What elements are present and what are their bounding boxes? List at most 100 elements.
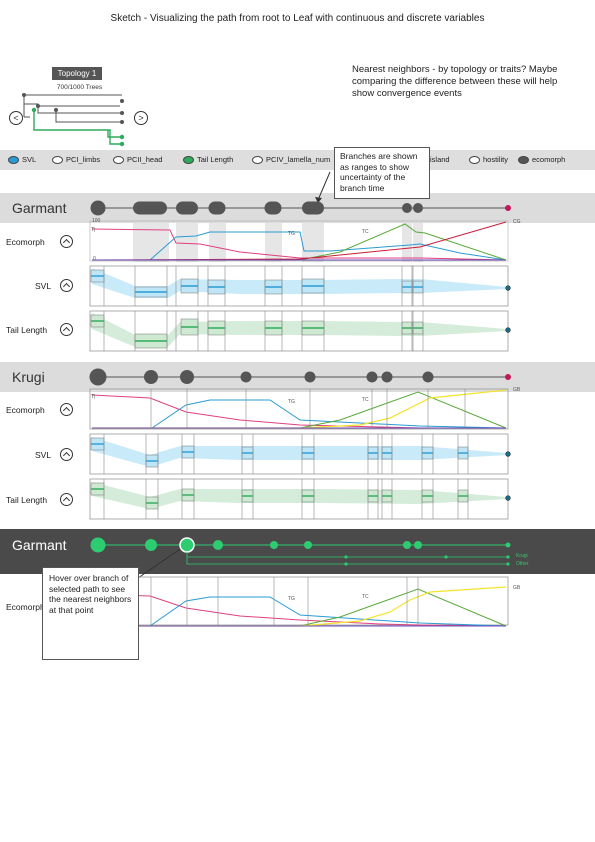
branch-node bbox=[90, 537, 106, 553]
trait-toggle-pciv-lamella-num[interactable]: PCIV_lamella_num bbox=[252, 153, 330, 167]
topology-tree-count: 700/1000 Trees bbox=[56, 84, 103, 91]
toggle-circle-icon bbox=[183, 156, 194, 164]
tree-node bbox=[36, 104, 40, 108]
expand-toggle-icon[interactable] bbox=[60, 448, 73, 461]
ecomorph-tg-label: TG bbox=[288, 399, 295, 405]
branch-node bbox=[366, 371, 378, 383]
trait-toggle-pcii-head[interactable]: PCII_head bbox=[113, 153, 162, 167]
leaf-value-dot bbox=[505, 451, 511, 457]
trait-label: PCIV_lamella_num bbox=[266, 155, 331, 164]
axis-max-label: 100 bbox=[92, 218, 101, 224]
branch-node bbox=[403, 541, 411, 549]
branch-node bbox=[422, 371, 434, 383]
leaf-node bbox=[505, 205, 511, 211]
row-label-svl: SVL bbox=[35, 281, 52, 291]
branch-node bbox=[89, 368, 107, 386]
tree-node bbox=[120, 120, 124, 124]
trait-label: PCII_head bbox=[127, 155, 163, 164]
tree-node-selected bbox=[31, 107, 37, 113]
chevron-left-icon[interactable]: < bbox=[9, 111, 23, 125]
neighbor-paths bbox=[186, 552, 508, 565]
branch-node bbox=[145, 539, 157, 551]
track-frame bbox=[89, 388, 509, 430]
row-label-tail-length: Tail Length bbox=[6, 325, 48, 335]
neighbor-node bbox=[506, 562, 510, 566]
branch-node bbox=[213, 540, 223, 550]
trait-label: island bbox=[430, 155, 450, 164]
expand-toggle-icon[interactable] bbox=[60, 493, 73, 506]
toggle-circle-icon bbox=[8, 156, 19, 164]
trait-selector-bar bbox=[0, 150, 595, 170]
ecomorph-line-pink bbox=[91, 228, 507, 261]
ecomorph-line-green bbox=[92, 391, 507, 429]
ecomorph-frame bbox=[89, 220, 509, 262]
row-label-ecomorph: Ecomorph bbox=[6, 237, 45, 247]
hover-branch-callout: Hover over branch of selected path to se… bbox=[42, 567, 139, 660]
neighbor-node bbox=[506, 555, 510, 559]
branch-range-node bbox=[133, 201, 167, 215]
trait-label: SVL bbox=[22, 155, 37, 164]
branch-node bbox=[270, 541, 278, 549]
chevron-right-icon[interactable]: > bbox=[134, 111, 148, 125]
neighbor-node bbox=[444, 555, 448, 559]
branch-node bbox=[144, 370, 158, 384]
tree-node bbox=[22, 93, 26, 97]
topology-selected-path bbox=[33, 110, 122, 145]
expand-toggle-icon[interactable] bbox=[60, 323, 73, 336]
trait-toggle-svl[interactable]: SVL bbox=[8, 153, 36, 167]
branch-range-node bbox=[302, 201, 324, 215]
nearest-neighbors-note: Nearest neighbors - by topology or trait… bbox=[352, 64, 558, 99]
trait-toggle-pci-limbs[interactable]: PCI_limbs bbox=[52, 153, 100, 167]
ecomorph-tc-label: TC bbox=[362, 594, 369, 600]
hovered-branch-node bbox=[179, 537, 195, 553]
expand-toggle-icon[interactable] bbox=[60, 235, 73, 248]
branch-range-node bbox=[176, 201, 198, 215]
trait-uncertainty-band bbox=[92, 437, 507, 467]
trait-label: PCI_limbs bbox=[66, 155, 101, 164]
topology-badge[interactable]: Topology 1 bbox=[52, 67, 102, 80]
trait-uncertainty-band bbox=[92, 313, 507, 347]
branch-node bbox=[240, 371, 252, 383]
leaf-node bbox=[505, 374, 511, 380]
ecomorph-line-blue bbox=[92, 231, 507, 261]
ecomorph-line-blue bbox=[92, 596, 507, 627]
ecomorph-tg-label: TG bbox=[288, 596, 295, 602]
ecomorph-line-green bbox=[92, 588, 507, 627]
branch-range-callout: Branches are shown as ranges to show unc… bbox=[334, 147, 430, 199]
ecomorph-tg-label: TG bbox=[288, 231, 295, 237]
leaf-value-dot bbox=[505, 327, 511, 333]
tree-node bbox=[54, 108, 58, 112]
callout-pointer bbox=[317, 171, 331, 201]
section-title: Garmant bbox=[12, 537, 67, 553]
branch-node bbox=[381, 371, 393, 383]
ecomorph-line-yellow bbox=[92, 389, 507, 429]
ecomorph-tc-label: TC bbox=[362, 397, 369, 403]
expand-toggle-icon[interactable] bbox=[60, 279, 73, 292]
trait-toggle-tail-length[interactable]: Tail Length bbox=[183, 153, 233, 167]
ecomorph-end-label: CG bbox=[513, 219, 521, 225]
neighbor-node bbox=[344, 555, 348, 559]
ecomorph-line-blue bbox=[92, 399, 507, 429]
branch-node bbox=[304, 541, 312, 549]
neighbor-label-other: Other bbox=[516, 561, 529, 567]
leaf-node bbox=[505, 542, 511, 548]
branch-range-node bbox=[208, 201, 226, 215]
section-title: Garmant bbox=[12, 200, 67, 216]
row-label-ecomorph: Ecomorph bbox=[6, 405, 45, 415]
ecomorph-end-label: GB bbox=[513, 387, 521, 393]
tree-node-selected bbox=[119, 141, 125, 147]
trait-toggle-ecomorph[interactable]: ecomorph bbox=[518, 153, 565, 167]
next-glyph: > bbox=[138, 113, 144, 123]
toggle-circle-icon bbox=[113, 156, 124, 164]
ecomorph-start-label: T| bbox=[91, 227, 96, 233]
section-title: Krugi bbox=[12, 369, 45, 385]
trait-uncertainty-band bbox=[92, 482, 507, 509]
trait-toggle-hostility[interactable]: hostility bbox=[469, 153, 508, 167]
leaf-value-dot bbox=[505, 495, 511, 501]
tree-node bbox=[120, 99, 124, 103]
prev-glyph: < bbox=[13, 113, 19, 123]
expand-toggle-icon[interactable] bbox=[60, 403, 73, 416]
branch-node bbox=[180, 370, 194, 384]
